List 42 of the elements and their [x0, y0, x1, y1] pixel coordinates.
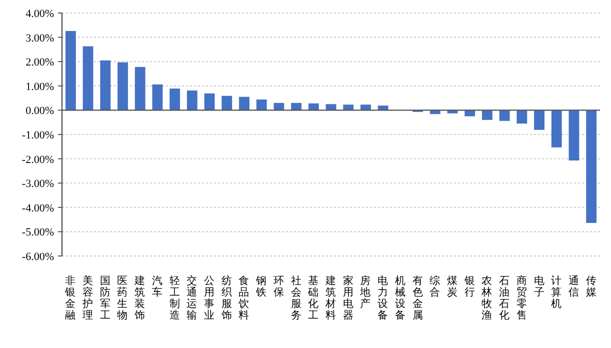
y-tick-label: -5.00%: [22, 226, 54, 239]
y-tick-label: 0.00%: [26, 105, 54, 118]
x-tick-label: 有色金属: [412, 275, 424, 322]
x-tick-label: 建筑材料: [324, 274, 336, 322]
y-tick-label: 3.00%: [26, 32, 54, 44]
x-tick-label: 建筑装饰: [134, 274, 146, 322]
x-tick-label: 环保: [273, 275, 284, 299]
x-tick-label: 非银金融: [64, 274, 76, 322]
x-tick-label: 煤炭: [446, 275, 458, 299]
x-tick-label: 电子: [534, 274, 545, 299]
x-tick-label: 汽车: [152, 275, 163, 299]
x-tick-label: 机械设备: [394, 275, 406, 322]
x-tick-label: 银行: [463, 275, 476, 299]
x-tick-label: 国防军工: [100, 275, 111, 322]
x-tick-label: 房地产: [359, 274, 372, 310]
x-tick-label: 轻工制造: [169, 275, 180, 322]
x-tick-label: 商贸零售: [516, 274, 528, 322]
x-tick-label: 计算机: [551, 274, 562, 310]
y-tick-label: 1.00%: [26, 80, 54, 93]
x-tick-label: 基础化工: [307, 274, 320, 322]
y-tick-label: -4.00%: [22, 202, 54, 214]
x-tick-label: 交通运输: [186, 274, 198, 322]
x-tick-label: 纺织服饰: [220, 274, 232, 322]
x-tick-label: 食品饮料: [238, 275, 250, 322]
x-tick-label: 传媒: [586, 275, 597, 299]
y-tick-label: -1.00%: [22, 130, 54, 142]
x-tick-label: 家用电器: [342, 274, 354, 322]
x-tick-label: 农林牧渔: [480, 275, 493, 322]
x-tick-label: 综合: [430, 274, 441, 299]
x-tick-label: 医药生物: [117, 275, 128, 322]
y-tick-label: -2.00%: [22, 154, 54, 166]
x-tick-label: 美容护理: [82, 274, 94, 322]
y-tick-label: -6.00%: [22, 251, 54, 263]
x-tick-label: 钢铁: [255, 275, 268, 299]
x-tick-label: 电力设备: [378, 274, 389, 322]
x-tick-label: 通信: [568, 274, 580, 299]
y-tick-label: -3.00%: [22, 178, 54, 190]
x-tick-label: 公用事业: [204, 275, 216, 322]
x-tick-label: 石油石化: [499, 275, 510, 322]
y-tick-label: 2.00%: [26, 56, 54, 69]
y-tick-label: 4.00%: [26, 8, 54, 20]
x-tick-label: 社会服务: [290, 274, 302, 322]
